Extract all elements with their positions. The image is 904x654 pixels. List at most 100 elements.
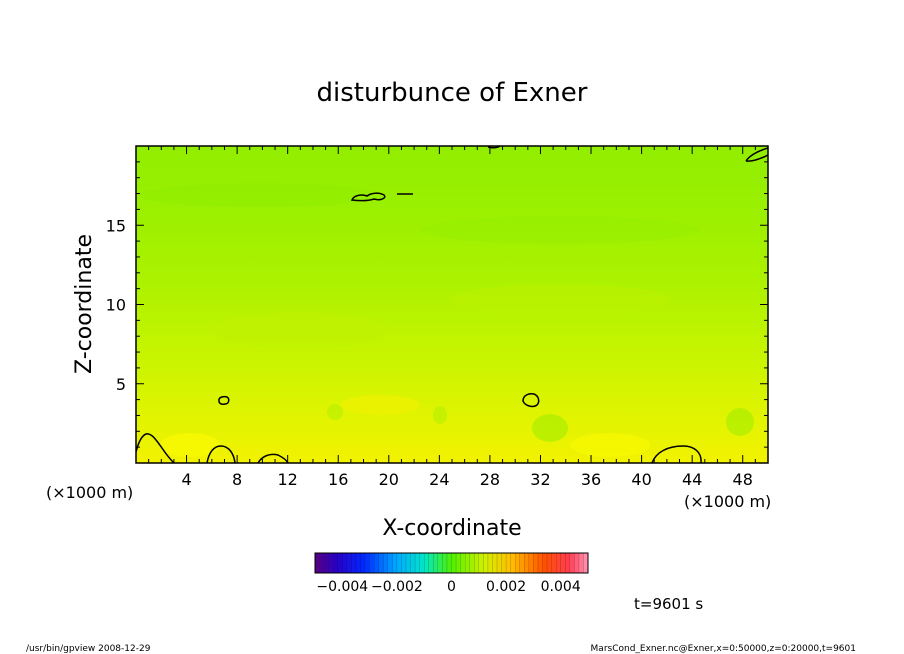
- colorbar-segment: [396, 553, 402, 573]
- colorbar-segment: [569, 553, 575, 573]
- colorbar-segment: [547, 553, 552, 573]
- colorbar-segment: [578, 553, 584, 573]
- colorbar-segment: [510, 553, 516, 573]
- time-label: t=9601 s: [634, 595, 703, 613]
- colorbar-tick-label: 0.002: [486, 579, 526, 595]
- colorbar-segment: [355, 553, 361, 573]
- colorbar-segment: [337, 553, 343, 573]
- colorbar-tick-label: 0.004: [541, 579, 581, 595]
- colorbar-segment: [333, 553, 339, 573]
- colorbar-segment: [328, 553, 334, 573]
- colorbar-segment: [374, 553, 379, 573]
- colorbar-segment: [515, 553, 521, 573]
- colorbar-segment: [501, 553, 507, 573]
- y-axis-ticks: 5 10 15: [106, 161, 768, 448]
- x-tick-label: 24: [429, 470, 449, 489]
- colorbar-segment: [478, 553, 484, 573]
- colorbar-segment: [456, 553, 461, 573]
- colorbar-segment: [537, 553, 543, 573]
- contour-line: [136, 433, 175, 463]
- colorbar-segment: [415, 553, 420, 573]
- colorbar-segment: [410, 553, 416, 573]
- x-unit-right: (×1000 m): [684, 492, 771, 511]
- x-tick-label: 4: [181, 470, 191, 489]
- x-axis-label: X-coordinate: [382, 516, 521, 541]
- x-tick-label: 44: [682, 470, 702, 489]
- colorbar-segment: [401, 553, 407, 573]
- y-tick-label: 15: [106, 216, 126, 235]
- colorbar-segment: [560, 553, 566, 573]
- y-tick-label: 10: [106, 296, 126, 315]
- colorbar-segment: [392, 553, 398, 573]
- x-axis-ticks: 4 8 12 16 20 24 28 32 36 40 44 48: [148, 146, 756, 489]
- colorbar-segment: [524, 553, 530, 573]
- colorbar: −0.004 −0.002 0 0.002 0.004: [314, 552, 589, 595]
- colorbar-segment: [519, 553, 525, 573]
- x-tick-label: 8: [232, 470, 242, 489]
- colorbar-segment: [551, 553, 557, 573]
- colorbar-segment: [365, 553, 370, 573]
- field-patches: [140, 183, 754, 457]
- contour-line: [651, 445, 702, 463]
- colorbar-segment: [424, 553, 430, 573]
- x-tick-label: 32: [530, 470, 550, 489]
- footer-right: MarsCond_Exner.nc@Exner,x=0:50000,z=0:20…: [591, 644, 856, 654]
- y-tick-label: 5: [116, 375, 126, 394]
- x-tick-label: 20: [379, 470, 399, 489]
- x-tick-label: 48: [733, 470, 753, 489]
- x-tick-label: 28: [480, 470, 500, 489]
- colorbar-segment: [351, 553, 357, 573]
- colorbar-segment: [419, 553, 425, 573]
- colorbar-segment: [506, 553, 511, 573]
- colorbar-tick-label: −0.002: [371, 579, 423, 595]
- colorbar-segment: [315, 553, 320, 573]
- colorbar-segment: [360, 553, 366, 573]
- colorbar-segment: [442, 553, 448, 573]
- colorbar-segment: [565, 553, 571, 573]
- colorbar-segment: [446, 553, 452, 573]
- contour-line: [257, 453, 289, 463]
- colorbar-segment: [378, 553, 384, 573]
- colorbar-segment: [342, 553, 348, 573]
- colorbar-segment: [460, 553, 466, 573]
- colorbar-segment: [533, 553, 539, 573]
- y-axis-label: Z-coordinate: [72, 234, 97, 374]
- colorbar-segment: [437, 553, 443, 573]
- contour-line: [350, 192, 386, 202]
- colorbar-segment: [406, 553, 411, 573]
- colorbar-frame: [314, 552, 589, 574]
- colorbar-segment: [483, 553, 489, 573]
- colorbar-segment: [574, 553, 580, 573]
- colorbar-segment: [469, 553, 475, 573]
- contour-line: [522, 393, 540, 408]
- x-tick-label: 12: [278, 470, 298, 489]
- colorbar-segment: [528, 553, 534, 573]
- colorbar-segment: [583, 553, 589, 573]
- colorbar-tick-label: 0: [447, 579, 456, 595]
- footer-left: /usr/bin/gpview 2008-12-29: [26, 644, 151, 654]
- colorbar-segment: [346, 553, 352, 573]
- colorbar-segment: [319, 553, 325, 573]
- colorbar-segment: [324, 553, 329, 573]
- chart-title: disturbunce of Exner: [317, 78, 588, 108]
- x-tick-label: 16: [328, 470, 348, 489]
- colorbar-tick-label: −0.004: [316, 579, 368, 595]
- colorbar-segment: [369, 553, 375, 573]
- colorbar-segment: [497, 553, 502, 573]
- colorbar-segment: [433, 553, 439, 573]
- x-unit-left: (×1000 m): [46, 483, 133, 502]
- x-tick-label: 36: [581, 470, 601, 489]
- contour-line: [745, 147, 768, 162]
- colorbar-segment: [465, 553, 470, 573]
- colorbar-labels: −0.004 −0.002 0 0.002 0.004: [316, 579, 580, 595]
- contour-line: [218, 395, 230, 405]
- colorbar-segment: [487, 553, 493, 573]
- colorbar-segment: [428, 553, 434, 573]
- colorbar-segment: [542, 553, 548, 573]
- colorbar-segment: [556, 553, 561, 573]
- colorbar-segment: [387, 553, 393, 573]
- colorbar-segment: [474, 553, 480, 573]
- colorbar-segment: [383, 553, 389, 573]
